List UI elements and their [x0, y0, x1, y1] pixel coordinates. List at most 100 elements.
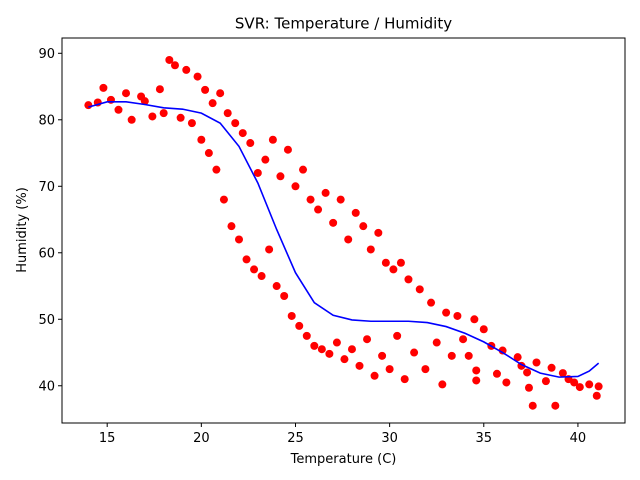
data-point — [594, 382, 603, 391]
data-point — [155, 85, 164, 94]
y-tick-label: 70 — [38, 180, 55, 195]
data-point — [464, 351, 473, 360]
axes-frame — [61, 37, 626, 424]
data-point — [321, 188, 330, 197]
data-point — [336, 195, 345, 204]
y-tick-label: 80 — [38, 113, 55, 128]
data-point — [415, 285, 424, 294]
data-point — [291, 182, 300, 191]
data-point — [381, 258, 390, 267]
svr-curve — [88, 101, 600, 378]
data-point — [541, 377, 550, 386]
data-point — [351, 208, 360, 217]
data-point — [344, 235, 353, 244]
data-point — [551, 401, 560, 410]
data-point — [84, 101, 93, 110]
y-tick-label: 60 — [38, 246, 55, 261]
data-point — [532, 358, 541, 367]
data-point — [182, 65, 191, 74]
data-point — [122, 89, 131, 98]
data-point — [359, 222, 368, 231]
y-tick-label: 90 — [38, 47, 55, 62]
data-point — [374, 228, 383, 237]
x-tick-label: 40 — [570, 431, 587, 446]
data-point — [227, 222, 236, 231]
data-point — [410, 348, 419, 357]
data-point — [106, 95, 115, 104]
data-point — [396, 258, 405, 267]
y-axis-ticks: 40 50 60 70 80 90 — [38, 47, 62, 394]
data-point — [453, 311, 462, 320]
data-point — [363, 335, 372, 344]
data-point — [447, 351, 456, 360]
data-point — [393, 331, 402, 340]
data-point — [165, 55, 174, 64]
data-point — [310, 341, 319, 350]
data-point — [127, 115, 136, 124]
plot-area — [84, 55, 603, 410]
regression-curve-layer — [88, 101, 600, 378]
data-point — [427, 298, 436, 307]
data-point — [570, 378, 579, 387]
data-point — [400, 375, 409, 384]
data-point — [265, 245, 274, 254]
x-tick-label: 15 — [99, 431, 116, 446]
data-point — [513, 353, 522, 362]
data-point — [246, 139, 255, 148]
data-point — [250, 265, 259, 274]
data-point — [442, 308, 451, 317]
data-point — [438, 380, 447, 389]
data-point — [470, 315, 479, 324]
data-point — [528, 401, 537, 410]
data-point — [366, 245, 375, 254]
data-point — [223, 109, 232, 118]
data-point — [148, 112, 157, 121]
data-point — [219, 195, 228, 204]
data-point — [295, 321, 304, 330]
data-point — [302, 331, 311, 340]
data-point — [329, 218, 338, 227]
data-point — [238, 129, 247, 138]
data-point — [140, 97, 149, 106]
data-point — [231, 119, 240, 128]
data-point — [347, 345, 356, 354]
data-point — [283, 145, 292, 154]
data-point — [317, 345, 326, 354]
data-point — [575, 383, 584, 392]
data-point — [389, 265, 398, 274]
data-point — [498, 346, 507, 355]
data-point — [340, 355, 349, 364]
data-point — [558, 369, 567, 378]
x-tick-label: 25 — [287, 431, 304, 446]
x-axis-label: Temperature (C) — [290, 452, 397, 467]
y-axis-label: Humidity (%) — [15, 187, 30, 273]
data-point — [314, 205, 323, 214]
y-tick-label: 40 — [38, 379, 55, 394]
data-point — [325, 349, 334, 358]
chart-title: SVR: Temperature / Humidity — [235, 15, 452, 33]
data-point — [170, 61, 179, 70]
data-point — [472, 366, 481, 375]
data-point — [524, 383, 533, 392]
data-point — [299, 165, 308, 174]
data-point — [114, 105, 123, 114]
data-point — [242, 255, 251, 264]
x-axis-ticks: 15 20 25 30 35 40 — [99, 423, 586, 446]
data-point — [280, 292, 289, 300]
data-point — [261, 155, 270, 164]
data-point — [404, 275, 413, 284]
data-point — [193, 72, 202, 81]
data-point — [257, 272, 266, 281]
data-point — [287, 311, 296, 320]
data-point — [547, 363, 556, 372]
data-point — [585, 380, 594, 389]
data-point — [204, 149, 213, 158]
data-point — [197, 135, 206, 144]
x-tick-label: 30 — [381, 431, 398, 446]
data-point — [502, 378, 511, 387]
data-point — [159, 109, 168, 118]
data-point — [212, 165, 221, 174]
y-tick-label: 50 — [38, 313, 55, 328]
